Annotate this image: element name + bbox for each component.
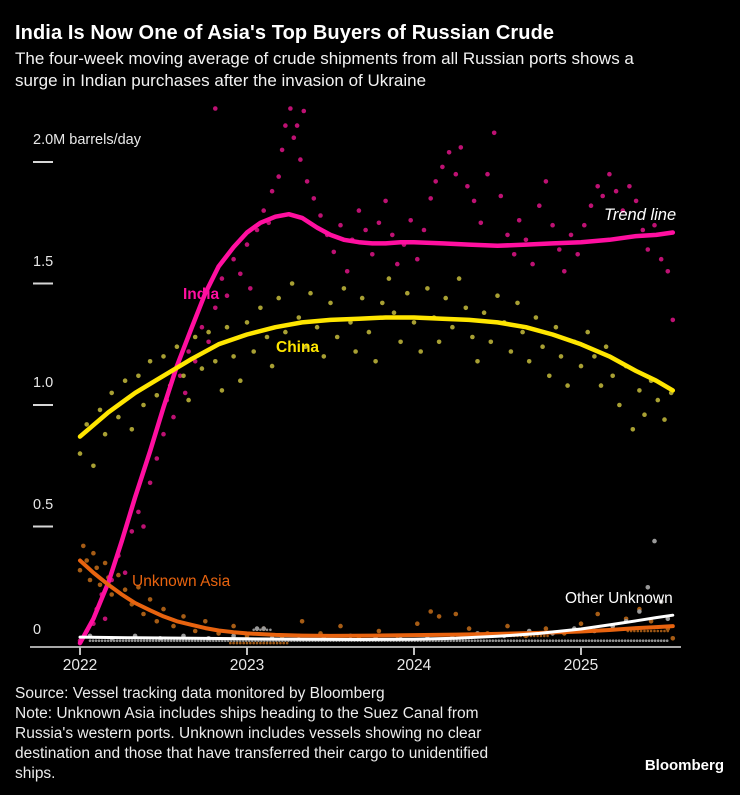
note-line-2: Russia's western ports. Unknown includes… — [15, 725, 482, 742]
x-tick-label: 2023 — [229, 657, 265, 674]
trend-line-annotation: Trend line — [604, 206, 677, 224]
x-tick-label: 2025 — [563, 657, 599, 674]
chart-title: India Is Now One of Asia's Top Buyers of… — [15, 22, 555, 44]
x-tick-label: 2022 — [62, 657, 98, 674]
series-label-unknown-asia: Unknown Asia — [132, 573, 231, 590]
bloomberg-logo: Bloomberg — [644, 757, 724, 774]
trend-line-other_unknown — [78, 613, 675, 641]
chart-subtitle: The four-week moving average of crude sh… — [15, 48, 634, 92]
dense-dot-row — [229, 641, 289, 645]
note-line-1: Note: Unknown Asia includes ships headin… — [15, 705, 479, 722]
y-tick-label: 1.0 — [33, 375, 54, 391]
subtitle-line-1: The four-week moving average of crude sh… — [15, 49, 634, 68]
trend-line-unknown_asia — [78, 558, 675, 638]
dense-dot-row — [626, 629, 670, 633]
series-label-other-unknown: Other Unknown — [565, 590, 673, 607]
y-tick-label: 0 — [33, 622, 42, 638]
note-line-3: destination and those that have transfer… — [15, 745, 489, 762]
y-tick-label: 1.5 — [33, 253, 54, 270]
trend-line-china — [77, 315, 676, 439]
x-tick-label: 2024 — [396, 657, 432, 674]
y-tick-label: 0.5 — [33, 496, 54, 513]
series-label-india: India — [183, 286, 220, 303]
subtitle-line-2: surge in Indian purchases after the inva… — [15, 71, 427, 90]
series-label-china: China — [276, 339, 320, 356]
source-line: Source: Vessel tracking data monitored b… — [15, 685, 385, 702]
trend-line-india — [77, 211, 676, 646]
scatter-dots-unknown_asia — [77, 543, 676, 641]
chart-footer: Source: Vessel tracking data monitored b… — [15, 684, 488, 784]
y-tick-label: 2.0M barrels/day — [33, 132, 141, 148]
note-line-4: ships. — [15, 765, 56, 782]
